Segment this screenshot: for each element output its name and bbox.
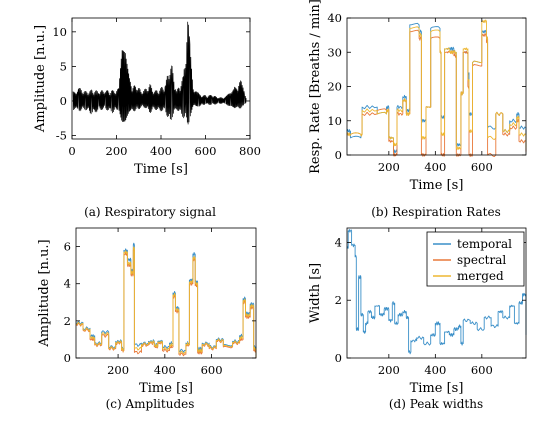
x-tick-label: 200 — [106, 144, 128, 158]
series-signal-line — [72, 21, 247, 125]
x-tick-label: 400 — [424, 363, 446, 377]
x-tick-label: 200 — [107, 363, 129, 377]
x-tick-label: 600 — [471, 363, 493, 377]
y-tick-label: 20 — [327, 80, 342, 94]
panel-caption: (d) Peak widths — [389, 397, 483, 411]
y-tick-label: 10 — [52, 25, 67, 39]
series-spectral-line — [75, 248, 257, 358]
x-tick-label: 400 — [154, 363, 176, 377]
x-tick-label: 600 — [201, 363, 223, 377]
x-tick-label: 600 — [471, 160, 493, 174]
axes-frame — [71, 17, 251, 140]
series-merged-line — [75, 246, 257, 358]
legend-label-temporal: temporal — [457, 237, 512, 251]
y-axis-label: Amplitude [n.u.] — [33, 25, 48, 133]
y-tick-label: 30 — [327, 45, 342, 59]
panel-caption: (b) Respiration Rates — [371, 205, 501, 219]
y-tick-label: 6 — [64, 240, 71, 254]
y-tick-label: 2 — [64, 314, 71, 328]
y-tick-label: 0 — [64, 351, 71, 365]
legend-box — [426, 231, 525, 287]
y-axis-label: Amplitude [n.u.] — [37, 239, 52, 347]
axes-frame — [346, 227, 527, 359]
series-merged-line — [346, 19, 527, 151]
y-tick-label: 4 — [64, 277, 71, 291]
y-axis-label: Width [s] — [308, 263, 323, 323]
legend-label-spectral: spectral — [457, 253, 506, 267]
x-tick-label: 400 — [150, 144, 172, 158]
series-temporal-line — [346, 228, 527, 355]
y-tick-label: 5 — [60, 59, 67, 73]
y-tick-label: 40 — [327, 11, 342, 25]
x-tick-label: 200 — [378, 160, 400, 174]
y-tick-label: 2 — [335, 293, 342, 307]
y-tick-label: 10 — [327, 114, 342, 128]
panel-b: 200 400 600 0 10 20 30 40 Time [s] Resp. Rate [Br… — [308, 0, 527, 219]
y-tick-label: -5 — [56, 129, 67, 143]
x-tick-label: 800 — [239, 144, 261, 158]
x-axis-label: Time [s] — [410, 178, 464, 193]
panel-caption: (a) Respiratory signal — [84, 205, 216, 219]
x-axis-label: Time [s] — [134, 162, 188, 177]
y-tick-label: 0 — [335, 351, 342, 365]
panel-caption: (c) Amplitudes — [106, 397, 195, 411]
series-temporal-line — [346, 22, 527, 154]
x-tick-label: 600 — [195, 144, 217, 158]
x-axis-label: Time [s] — [139, 381, 193, 396]
x-tick-label: 200 — [378, 363, 400, 377]
x-tick-label: 400 — [424, 160, 446, 174]
x-axis-label: Time [s] — [410, 381, 464, 396]
y-tick-label: 4 — [335, 235, 342, 249]
x-tick-label: 0 — [68, 144, 75, 158]
axes-frame — [346, 17, 527, 156]
series-temporal-line — [75, 242, 257, 357]
y-axis-label: Resp. Rate [Breaths / min] — [308, 0, 323, 174]
y-tick-label: 0 — [335, 148, 342, 162]
series-spectral-line — [346, 29, 527, 158]
legend-label-merged: merged — [457, 269, 504, 283]
panel-d: 200 400 600 0 2 4 Time [s] Width [s] (d) Peak wi… — [308, 227, 527, 411]
axes-frame — [75, 227, 257, 359]
y-tick-label: 0 — [60, 94, 67, 108]
panel-c: 200 400 600 0 2 4 6 Time [s] Amplitude [n.u.] (c)… — [37, 227, 257, 411]
